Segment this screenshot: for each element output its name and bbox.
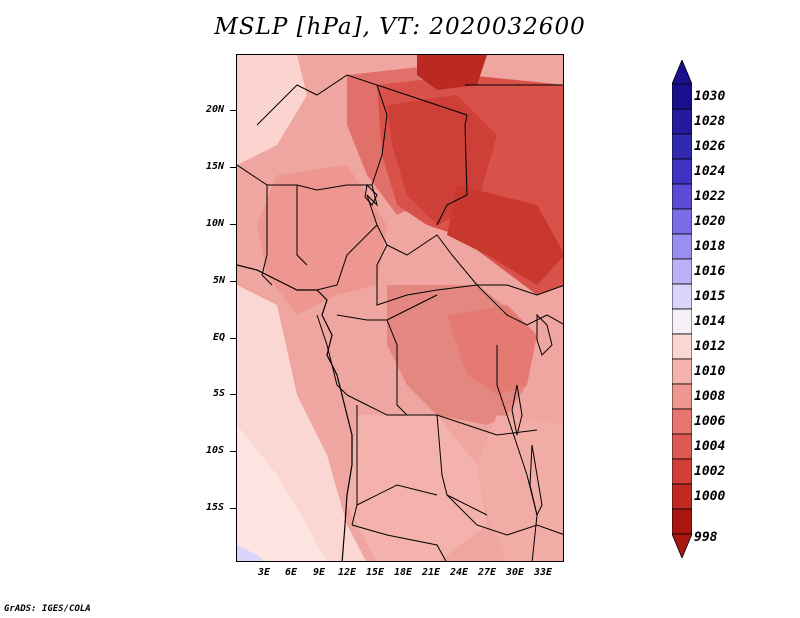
colorbar-cell [672, 158, 692, 185]
lat-tick [230, 110, 236, 111]
colorbar-cell [672, 433, 692, 460]
lon-label-12e: 12E [338, 567, 357, 578]
colorbar-cell [672, 283, 692, 310]
isobar-1010-east [477, 415, 563, 561]
isobar-1006-east [447, 305, 537, 395]
colorbar-label: 1004 [694, 438, 726, 454]
colorbar-cell [672, 108, 692, 135]
lat-tick [230, 167, 236, 168]
colorbar-cell [672, 233, 692, 260]
lon-label-21e: 21E [422, 567, 441, 578]
colorbar-cell [672, 308, 692, 335]
colorbar-label: 1020 [694, 213, 726, 229]
lat-label-20n: 20N [206, 104, 225, 115]
colorbar-cell [672, 83, 692, 110]
colorbar-label: 1006 [694, 413, 726, 429]
colorbar-cell [672, 133, 692, 160]
colorbar-cell [672, 358, 692, 385]
colorbar-label: 1026 [694, 138, 726, 154]
colorbar-label: 1028 [694, 113, 726, 129]
credit-text: GrADS: IGES/COLA [4, 604, 91, 614]
lat-label-eq: EQ [213, 332, 226, 343]
lon-label-15e: 15E [366, 567, 385, 578]
colorbar [672, 60, 692, 558]
lat-label-5n: 5N [213, 275, 226, 286]
colorbar-label: 1008 [694, 388, 726, 404]
colorbar-label: 1022 [694, 188, 726, 204]
colorbar-cell [672, 508, 692, 535]
lat-tick [230, 281, 236, 282]
colorbar-cell [672, 333, 692, 360]
colorbar-bottom-arrow [672, 533, 692, 558]
colorbar-label: 1018 [694, 238, 726, 254]
colorbar-label: 998 [694, 530, 718, 545]
colorbar-label: 1030 [694, 88, 726, 104]
lon-label-27e: 27E [478, 567, 497, 578]
colorbar-label: 1002 [694, 463, 726, 479]
colorbar-cell [672, 408, 692, 435]
colorbar-label: 1014 [694, 313, 726, 329]
lat-label-15n: 15N [206, 161, 225, 172]
colorbar-cell [672, 208, 692, 235]
colorbar-label: 1000 [694, 488, 726, 504]
isobar-1016 [237, 545, 265, 561]
isobar-1008-west [257, 165, 387, 315]
isobar-1014 [237, 425, 326, 561]
colorbar-label: 1010 [694, 363, 726, 379]
lat-tick [230, 338, 236, 339]
lon-label-3e: 3E [258, 567, 271, 578]
lon-label-33e: 33E [534, 567, 553, 578]
lat-tick [230, 224, 236, 225]
map-canvas [237, 55, 563, 561]
colorbar-cell [672, 258, 692, 285]
colorbar-top-arrow [672, 60, 692, 85]
lon-label-9e: 9E [313, 567, 326, 578]
colorbar-label: 1012 [694, 338, 726, 354]
colorbar-label: 1024 [694, 163, 726, 179]
lon-label-30e: 30E [506, 567, 525, 578]
pressure-map [236, 54, 564, 562]
lat-label-10s: 10S [206, 445, 225, 456]
lat-tick [230, 394, 236, 395]
isobar-1002-east [447, 185, 563, 285]
colorbar-cell [672, 483, 692, 510]
coastline [237, 264, 353, 561]
colorbar-label: 1015 [694, 288, 726, 304]
lon-label-6e: 6E [285, 567, 298, 578]
isobar-1010-south [347, 415, 487, 561]
colorbar-label: 1016 [694, 263, 726, 279]
lat-tick [230, 508, 236, 509]
page-title: MSLP [hPa], VT: 2020032600 [214, 14, 586, 40]
colorbar-cell [672, 183, 692, 210]
colorbar-cell [672, 383, 692, 410]
isobar-1000-core [417, 55, 487, 90]
lat-label-5s: 5S [213, 388, 226, 399]
colorbar-cell [672, 458, 692, 485]
lon-label-18e: 18E [394, 567, 413, 578]
lakes [364, 183, 553, 517]
lat-label-15s: 15S [206, 502, 225, 513]
lat-label-10n: 10N [206, 218, 225, 229]
lon-label-24e: 24E [450, 567, 469, 578]
lat-tick [230, 451, 236, 452]
